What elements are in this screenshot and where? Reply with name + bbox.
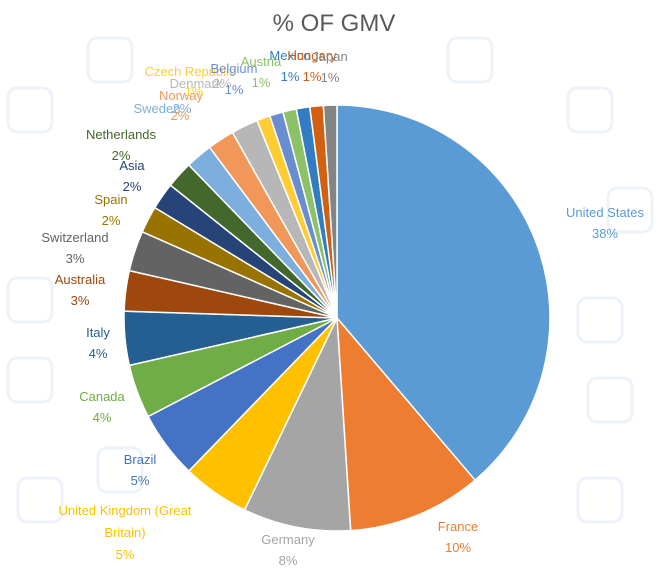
chart-title: % OF GMV — [273, 10, 396, 37]
percent-label-switzerland: 3% — [66, 251, 85, 266]
category-label-brazil: Brazil — [124, 452, 157, 467]
category-label-netherlands: Netherlands — [86, 127, 157, 142]
percent-label-norway: 2% — [171, 108, 190, 123]
category-label-belgium: Belgium — [211, 61, 258, 76]
pie-slice-japan — [322, 104, 338, 319]
watermark-tile — [576, 296, 624, 344]
percent-label-netherlands: 2% — [112, 148, 131, 163]
percent-label-united-kingdom-great-britain: 5% — [116, 547, 135, 562]
category-label-canada: Canada — [79, 389, 125, 404]
category-label-united-states: United States — [566, 205, 645, 220]
percent-label-spain: 2% — [102, 213, 121, 228]
percent-label-czech-republic: 1% — [185, 84, 204, 99]
watermark-tile — [96, 446, 144, 494]
percent-label-sweden: 2% — [173, 101, 192, 116]
category-label-united-kingdom-great-britain-cont: Britain) — [104, 525, 145, 540]
percent-label-asia: 2% — [123, 179, 142, 194]
watermark-tile — [86, 36, 134, 84]
pie-slice-france — [336, 315, 477, 532]
percent-label-italy: 4% — [89, 346, 108, 361]
category-label-japan: Japan — [312, 49, 347, 64]
percent-label-denmark: 2% — [213, 76, 232, 91]
percent-label-hungary: 1% — [303, 69, 322, 84]
category-label-france: France — [438, 519, 478, 534]
percent-label-austria: 1% — [252, 75, 271, 90]
category-label-switzerland: Switzerland — [41, 230, 108, 245]
percent-label-belgium: 1% — [225, 82, 244, 97]
watermark-tile — [16, 476, 64, 524]
pie-slice-germany — [243, 315, 352, 532]
category-label-italy: Italy — [86, 325, 110, 340]
watermark-tile — [576, 476, 624, 524]
watermark-tile — [446, 36, 494, 84]
percent-label-australia: 3% — [71, 293, 90, 308]
category-label-czech-republic: Czech Republic — [144, 64, 236, 79]
category-label-mexico: Mexico — [269, 48, 310, 63]
category-label-asia: Asia — [119, 158, 145, 173]
watermark-tile — [566, 86, 614, 134]
percent-label-germany: 8% — [279, 553, 298, 568]
watermark-tile — [6, 86, 54, 134]
category-label-sweden: Sweden — [134, 101, 181, 116]
watermark-tile — [606, 186, 654, 234]
watermark-tile — [6, 356, 54, 404]
category-label-germany: Germany — [261, 532, 315, 547]
percent-label-france: 10% — [445, 540, 471, 555]
percent-label-mexico: 1% — [281, 69, 300, 84]
watermark-tile — [586, 376, 634, 424]
pie-slice-united-states — [336, 104, 551, 482]
percent-label-japan: 1% — [321, 70, 340, 85]
category-label-spain: Spain — [94, 192, 127, 207]
category-label-norway: Norway — [159, 88, 204, 103]
category-label-denmark: Denmark — [170, 76, 223, 91]
slice-labels: United States 38% France 10% Germany 8% United… — [41, 48, 644, 568]
category-label-australia: Australia — [55, 272, 106, 287]
category-label-hungary: Hungary — [287, 48, 337, 63]
watermark-tile — [6, 276, 54, 324]
category-label-united-kingdom-great-britain: United Kingdom (Great — [59, 503, 192, 518]
pie-slices — [123, 104, 551, 532]
category-label-austria: Austria — [241, 54, 282, 69]
percent-label-united-states: 38% — [592, 226, 618, 241]
percent-label-canada: 4% — [93, 410, 112, 425]
percent-label-brazil: 5% — [131, 473, 150, 488]
